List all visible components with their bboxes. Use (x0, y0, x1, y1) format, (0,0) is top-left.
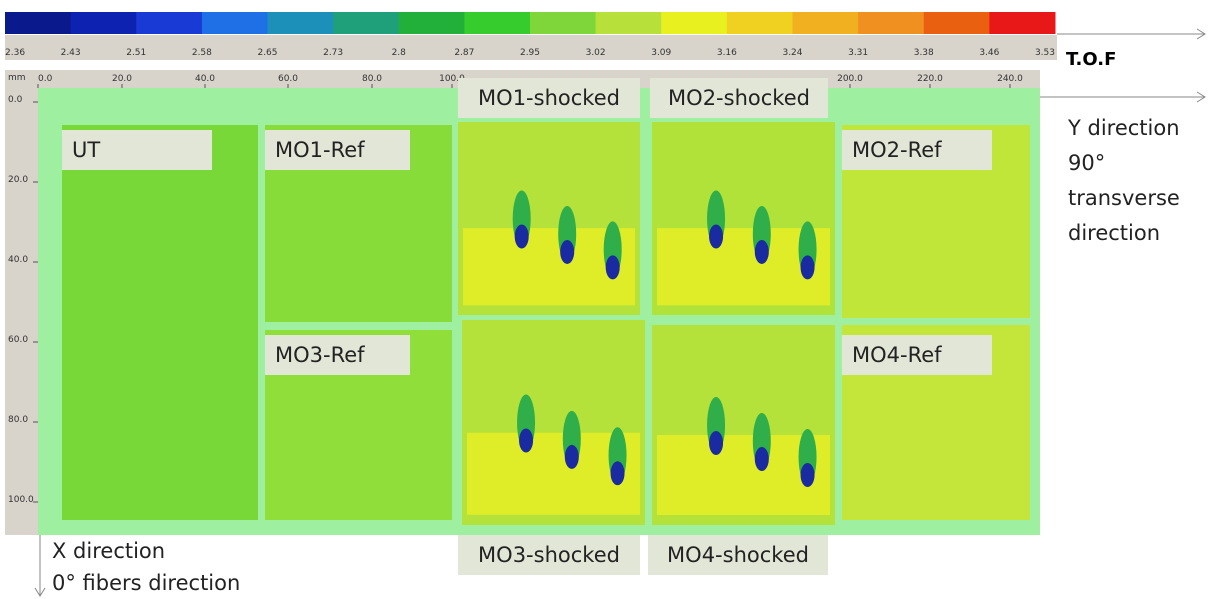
colorbar-tick-label: 2.87 (454, 48, 474, 58)
panel-label: UT (72, 138, 100, 162)
colorbar-tick-label: 3.46 (979, 48, 999, 58)
colorbar-segment (595, 12, 662, 34)
colorbar-tick-label: 2.58 (192, 48, 212, 58)
x-ruler-label: 40.0 (195, 74, 215, 84)
panel-label: MO3-shocked (478, 543, 620, 567)
tof-label: T.O.F (1066, 49, 1116, 70)
x-ruler-label: 240.0 (997, 74, 1023, 84)
colorbar-tick-label: 2.36 (5, 48, 25, 58)
panel-label: MO4-Ref (852, 343, 942, 367)
colorbar-segment (726, 12, 793, 34)
x-direction-note: 0° fibers direction (52, 571, 240, 595)
x-ruler-label: 100.0 (439, 74, 465, 84)
label-box (842, 130, 992, 170)
colorbar-segment (333, 12, 400, 34)
colorbar-segment (858, 12, 925, 34)
colorbar-segment (792, 12, 859, 34)
defect-core (754, 447, 769, 471)
defect-core (560, 239, 575, 264)
label-box (458, 535, 640, 575)
defect-core (564, 444, 579, 469)
y-ruler-label: 80.0 (8, 415, 28, 425)
defect-core (709, 224, 724, 249)
panel-label: MO3-Ref (275, 343, 365, 367)
label-box (458, 78, 640, 118)
arrow-head (1196, 28, 1206, 40)
label-box (265, 335, 410, 375)
defect-core (754, 239, 769, 264)
colorbar-segment (5, 12, 72, 34)
colorbar-tick-label: 2.8 (392, 48, 407, 58)
label-box (650, 78, 828, 118)
panel-label: MO4-shocked (667, 543, 809, 567)
colorbar-tick-label: 2.73 (323, 48, 343, 58)
x-ruler-label: 200.0 (837, 74, 863, 84)
defect-core (610, 461, 625, 486)
colorbar-segment (136, 12, 203, 34)
x-ruler-label: 60.0 (278, 74, 298, 84)
defect-core (605, 255, 620, 280)
x-direction-note: X direction (52, 539, 165, 563)
colorbar-segment (530, 12, 597, 34)
label-box (842, 335, 992, 375)
panel-label: MO2-shocked (668, 86, 810, 110)
colorbar-tick-label: 3.16 (717, 48, 737, 58)
defect-core (709, 431, 724, 455)
defect-core (800, 463, 815, 487)
y-direction-note: Y direction (1067, 116, 1180, 140)
colorbar-label-strip (5, 35, 1057, 60)
colorbar-segment (661, 12, 728, 34)
colorbar-tick-label: 3.38 (914, 48, 934, 58)
colorbar-tick-label: 3.31 (848, 48, 868, 58)
label-box (265, 130, 410, 170)
y-direction-note: 90° (1068, 151, 1105, 175)
colorbar-segment (464, 12, 531, 34)
colorbar-segment (398, 12, 465, 34)
ruler-unit: mm (8, 73, 26, 83)
colorbar-tick-label: 3.09 (651, 48, 671, 58)
y-direction-note: direction (1068, 221, 1160, 245)
colorbar-segment (989, 12, 1056, 34)
y-ruler-label: 60.0 (8, 335, 28, 345)
y-ruler (5, 88, 38, 535)
specimen-scan (62, 125, 258, 520)
colorbar-tick-label: 2.51 (126, 48, 146, 58)
x-ruler-label: 220.0 (917, 74, 943, 84)
colorbar-tick-label: 2.43 (61, 48, 81, 58)
colorbar-segment (923, 12, 990, 34)
label-box (62, 130, 212, 170)
colorbar-tick-label: 2.65 (257, 48, 277, 58)
defect-core (800, 255, 815, 280)
panel-label: MO1-Ref (275, 138, 365, 162)
y-ruler-label: 20.0 (8, 175, 28, 185)
colorbar-segment (70, 12, 137, 34)
colorbar-tick-label: 3.02 (586, 48, 606, 58)
label-box (648, 535, 828, 575)
arrow-head (1196, 91, 1206, 103)
colorbar-tick-label: 2.95 (520, 48, 540, 58)
colorbar-segment (201, 12, 268, 34)
x-ruler-label: 20.0 (112, 74, 132, 84)
x-ruler-label: 80.0 (362, 74, 382, 84)
panel-label: MO1-shocked (478, 86, 620, 110)
panel-label: MO2-Ref (852, 138, 942, 162)
colorbar-tick-label: 3.53 (1035, 48, 1055, 58)
defect-core (514, 224, 529, 249)
x-ruler-label: 0.0 (38, 74, 53, 84)
arrow-head (34, 587, 46, 597)
y-ruler-label: 100.0 (8, 495, 34, 505)
y-direction-note: transverse (1068, 186, 1180, 210)
colorbar-tick-label: 3.24 (782, 48, 802, 58)
y-ruler-label: 0.0 (8, 95, 23, 105)
y-ruler-label: 40.0 (8, 255, 28, 265)
defect-core (519, 428, 534, 453)
colorbar-segment (267, 12, 334, 34)
